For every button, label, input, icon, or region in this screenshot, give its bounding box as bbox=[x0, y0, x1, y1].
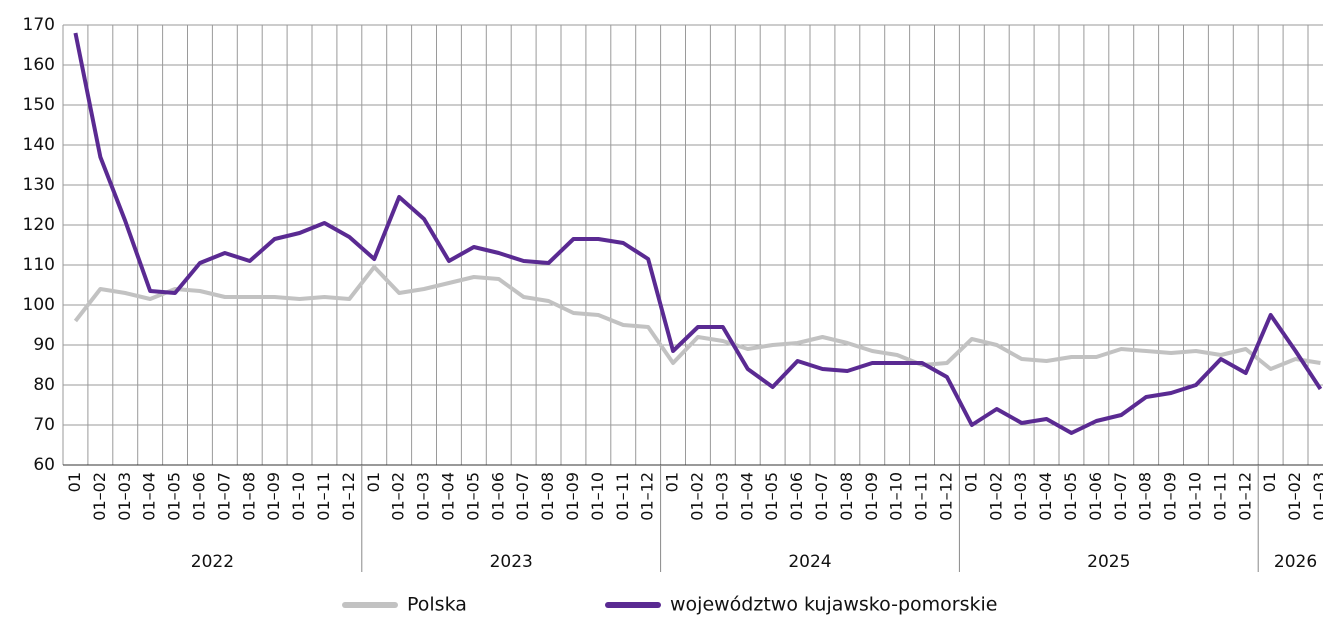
x-tick-label: 01 bbox=[961, 472, 980, 492]
x-tick-label: 01–07 bbox=[513, 472, 532, 521]
group-label: 2022 bbox=[191, 552, 234, 572]
x-tick-label: 01–02 bbox=[1285, 472, 1304, 521]
x-tick-label: 01 bbox=[1260, 472, 1279, 492]
group-label: 2023 bbox=[490, 552, 533, 572]
x-tick-label: 01–02 bbox=[90, 472, 109, 521]
x-tick-label: 01–04 bbox=[140, 472, 159, 521]
y-tick-label: 70 bbox=[33, 415, 55, 435]
x-tick-label: 01–09 bbox=[563, 472, 582, 521]
x-tick-label: 01–07 bbox=[214, 472, 233, 521]
y-tick-label: 100 bbox=[23, 295, 55, 315]
y-tick-label: 110 bbox=[23, 255, 55, 275]
x-tick-label: 01–08 bbox=[538, 472, 557, 521]
line-series bbox=[73, 32, 1323, 435]
x-tick-label: 01–06 bbox=[189, 472, 208, 521]
y-tick-label: 130 bbox=[23, 175, 55, 195]
x-tick-label: 01–12 bbox=[936, 472, 955, 521]
legend-label: Polska bbox=[407, 594, 467, 616]
x-tick-label: 01–02 bbox=[986, 472, 1005, 521]
x-tick-label: 01–11 bbox=[1210, 472, 1229, 521]
x-tick-label: 01–07 bbox=[1111, 472, 1130, 521]
y-tick-label: 160 bbox=[23, 55, 55, 75]
x-tick-label: 01–06 bbox=[488, 472, 507, 521]
x-tick-label: 01–11 bbox=[314, 472, 333, 521]
x-tick-label: 01 bbox=[364, 472, 383, 492]
x-tick-label: 01–05 bbox=[762, 472, 781, 521]
x-tick-label: 01–10 bbox=[588, 472, 607, 521]
x-tick-label: 01–08 bbox=[239, 472, 258, 521]
y-tick-label: 80 bbox=[33, 375, 55, 395]
group-label: 2025 bbox=[1087, 552, 1130, 572]
x-tick-label: 01–03 bbox=[712, 472, 731, 521]
y-tick-label: 150 bbox=[23, 95, 55, 115]
y-tick-label: 170 bbox=[23, 15, 55, 35]
x-tick-label: 01–03 bbox=[414, 472, 433, 521]
x-tick-label: 01–04 bbox=[438, 472, 457, 521]
x-tick-label: 01 bbox=[65, 472, 84, 492]
y-tick-label: 120 bbox=[23, 215, 55, 235]
x-tick-label: 01–12 bbox=[1235, 472, 1254, 521]
x-tick-label: 01–06 bbox=[1086, 472, 1105, 521]
x-tick-label: 01–05 bbox=[1061, 472, 1080, 521]
x-tick-label: 01–04 bbox=[1036, 472, 1055, 521]
x-tick-label: 01–11 bbox=[912, 472, 931, 521]
x-tick-label: 01–03 bbox=[115, 472, 134, 521]
x-tick-label: 01–10 bbox=[1185, 472, 1204, 521]
x-tick-label: 01–04 bbox=[737, 472, 756, 521]
x-tick-label: 01–10 bbox=[887, 472, 906, 521]
x-tick-label: 01–03 bbox=[1011, 472, 1030, 521]
x-tick-label: 01–10 bbox=[289, 472, 308, 521]
group-label: 2026 bbox=[1274, 552, 1317, 572]
x-tick-label: 01 bbox=[663, 472, 682, 492]
x-tick-label: 01–09 bbox=[1161, 472, 1180, 521]
x-tick-label: 01–05 bbox=[165, 472, 184, 521]
x-tick-label: 01–09 bbox=[862, 472, 881, 521]
group-label: 2024 bbox=[788, 552, 831, 572]
x-tick-label: 01–09 bbox=[264, 472, 283, 521]
y-tick-label: 90 bbox=[33, 335, 55, 355]
x-tick-label: 01–02 bbox=[389, 472, 408, 521]
x-tick-label: 01–07 bbox=[812, 472, 831, 521]
x-tick-label: 01–08 bbox=[837, 472, 856, 521]
legend-label: województwo kujawsko-pomorskie bbox=[670, 594, 997, 616]
x-tick-label: 01–06 bbox=[787, 472, 806, 521]
x-tick-label: 01–12 bbox=[339, 472, 358, 521]
x-tick-label: 01–02 bbox=[687, 472, 706, 521]
line-series bbox=[73, 265, 1321, 371]
x-tick-label: 01–12 bbox=[638, 472, 657, 521]
y-tick-label: 60 bbox=[33, 455, 55, 475]
x-tick-label: 01–08 bbox=[1136, 472, 1155, 521]
x-tick-label: 01–05 bbox=[463, 472, 482, 521]
x-tick-label: 01–11 bbox=[613, 472, 632, 521]
y-tick-label: 140 bbox=[23, 135, 55, 155]
x-tick-label: 01–03 bbox=[1310, 472, 1323, 521]
